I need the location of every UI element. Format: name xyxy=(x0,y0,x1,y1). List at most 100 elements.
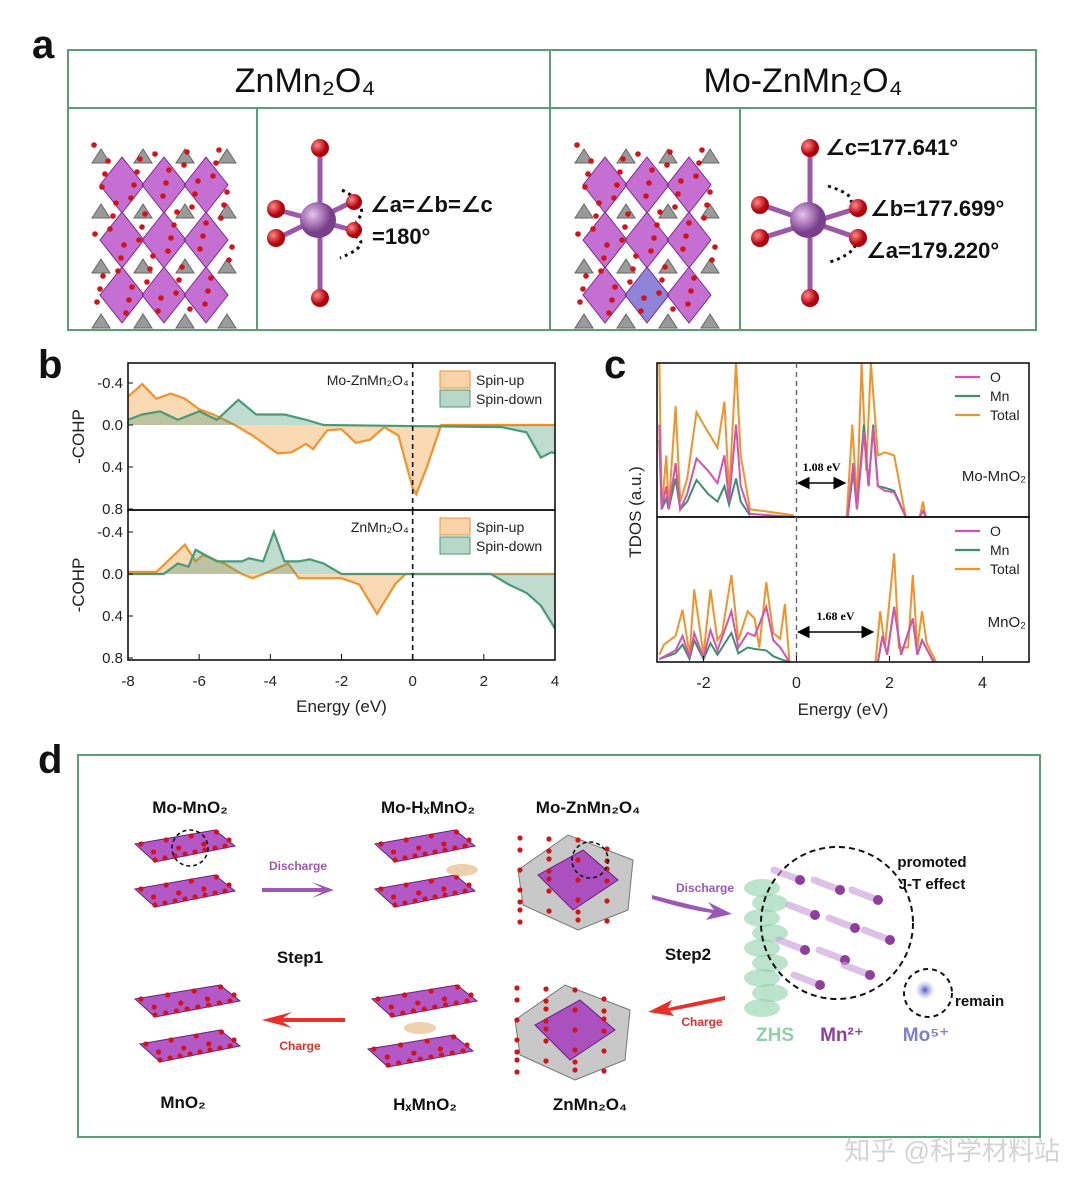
oxygen-atom xyxy=(641,295,647,301)
oxygen-atom xyxy=(572,1059,578,1065)
oxygen-atom xyxy=(646,180,652,186)
oxygen-atom xyxy=(163,180,169,186)
oxygen-atom xyxy=(187,306,193,312)
mno6-polyhedron xyxy=(582,156,628,214)
oxygen-atom xyxy=(462,843,468,849)
oxygen-atom xyxy=(614,182,620,188)
zno4-tetrahedron xyxy=(574,148,594,164)
oxygen-atom xyxy=(205,1002,212,1008)
oxygen-atom xyxy=(619,237,625,243)
oxygen-atom xyxy=(709,257,715,263)
oxygen-atom xyxy=(678,178,684,184)
oxygen-atom xyxy=(699,147,705,153)
oxygen-atom xyxy=(138,886,144,892)
oxygen-atom xyxy=(191,988,197,994)
mn-ion-icon xyxy=(795,875,805,885)
oxygen-atom xyxy=(163,882,169,888)
oxygen-atom xyxy=(432,849,438,855)
oxygen-atom xyxy=(138,841,144,847)
oxygen-atom xyxy=(163,837,169,843)
oxygen-atom xyxy=(704,202,710,208)
oxygen-atom xyxy=(217,1045,223,1051)
legend-label: Mn xyxy=(990,542,1009,558)
oxygen-atom xyxy=(128,195,134,201)
oxygen-atom xyxy=(231,1037,237,1043)
oxygen-atom xyxy=(115,268,121,274)
oxygen-atom xyxy=(572,1007,578,1013)
oxygen-atom xyxy=(588,158,594,164)
x-tick-label: 2 xyxy=(480,673,488,690)
oxygen-atom xyxy=(601,1016,607,1022)
oxygen-atom xyxy=(517,847,523,853)
zno4-tetrahedron xyxy=(217,148,237,164)
mn-ion-icon xyxy=(810,910,820,920)
line-o xyxy=(658,603,935,663)
oxygen-atom xyxy=(630,266,636,272)
oxygen-atom xyxy=(635,151,641,157)
oxygen-atom xyxy=(208,275,214,281)
zno4-tetrahedron xyxy=(91,148,111,164)
oxygen-atom xyxy=(601,1008,607,1014)
oxygen-atom xyxy=(176,890,182,896)
panel-label-c: c xyxy=(604,343,626,387)
oxygen-atom xyxy=(455,984,461,990)
oxygen-atom xyxy=(160,193,166,199)
oxygen-atom xyxy=(612,284,618,290)
label-discharge-2: Discharge xyxy=(676,881,734,895)
oxygen-atom xyxy=(675,191,681,197)
mno2-layer xyxy=(133,874,237,908)
oxygen-atom xyxy=(227,998,233,1004)
legend-label: O xyxy=(990,369,1001,385)
oxygen-atom xyxy=(416,890,422,896)
y-axis-label: TDOS (a.u.) xyxy=(626,466,645,558)
oxygen-atom xyxy=(205,288,211,294)
oxygen-atom xyxy=(662,264,668,270)
oxygen-atom xyxy=(138,996,144,1002)
zno4-tetrahedron xyxy=(574,258,594,274)
y-axis-label: -COHP xyxy=(69,409,88,464)
oxygen-atom xyxy=(155,308,161,314)
mno2-layer xyxy=(373,874,477,908)
zno4-tetrahedron xyxy=(133,313,153,329)
oxygen-atom xyxy=(672,204,678,210)
oxygen-atom xyxy=(165,248,171,254)
oxygen-atom xyxy=(203,220,209,226)
label-znmn2o4: ZnMn₂O₄ xyxy=(553,1095,627,1114)
mno6-polyhedron xyxy=(99,266,145,324)
panel-d-frame xyxy=(77,754,1041,1138)
mn-ion-icon xyxy=(835,885,845,895)
oxygen-atom xyxy=(693,173,699,179)
mo-site-circle xyxy=(571,841,609,879)
oxygen-atom xyxy=(195,178,201,184)
oxygen-atom xyxy=(622,224,628,230)
oxygen-atom xyxy=(593,213,599,219)
oxygen-atom xyxy=(683,233,689,239)
legend-swatch xyxy=(439,370,471,389)
oxygen-atom xyxy=(202,892,208,898)
oxygen-atom xyxy=(110,213,116,219)
angle-label-c: ∠c=177.641° xyxy=(825,135,958,160)
zno4-tetrahedron xyxy=(700,203,720,219)
panel-a-left-title: ZnMn₂O₄ xyxy=(235,62,375,100)
oxygen-atom xyxy=(572,1027,578,1033)
angle-label-b: ∠b=177.699° xyxy=(870,196,1004,221)
zno4-tetrahedron xyxy=(574,313,594,329)
oxygen-atom xyxy=(543,1058,549,1064)
oxygen-atom xyxy=(464,998,470,1004)
area-spin-up xyxy=(128,384,555,495)
x-tick-label: 0 xyxy=(792,675,801,692)
oxygen-atom xyxy=(432,894,438,900)
panel-label-b: b xyxy=(38,343,62,387)
zno4-tetrahedron xyxy=(91,258,111,274)
oxygen-atom xyxy=(437,1046,444,1052)
line-total xyxy=(658,553,937,663)
oxygen-atom xyxy=(451,1034,457,1040)
oxygen-atom xyxy=(460,1048,466,1054)
zno4-tetrahedron xyxy=(658,203,678,219)
oxygen-atom xyxy=(648,248,654,254)
mno6-octahedron-right xyxy=(751,139,867,307)
oxygen-atom xyxy=(604,242,610,248)
oxygen-atom xyxy=(100,273,106,279)
oxygen-atom xyxy=(664,162,670,168)
oxygen-atom xyxy=(514,997,520,1003)
